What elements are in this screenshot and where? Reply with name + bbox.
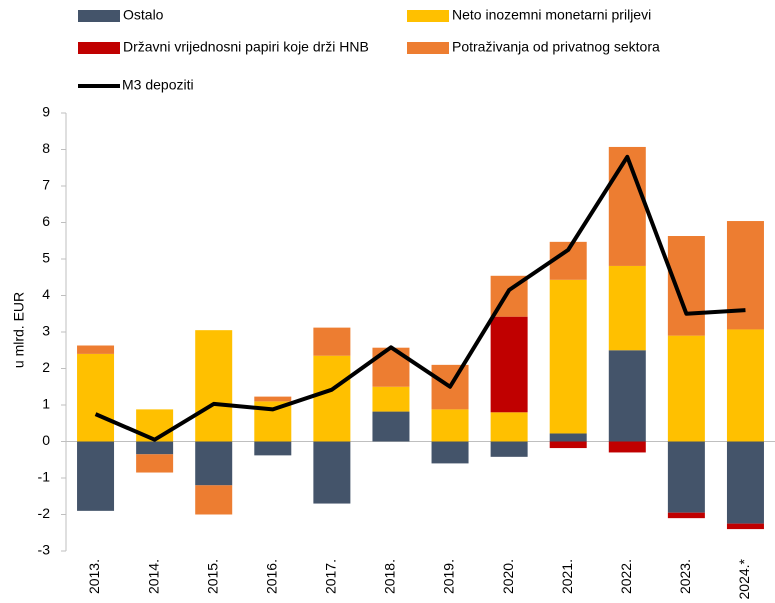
bar [77,441,115,511]
x-tick-label: 2019. [441,559,457,594]
legend-label: M3 depoziti [122,77,194,93]
bar [77,345,115,354]
bar [726,329,764,442]
legend-swatch [407,10,449,22]
y-tick-label: -2 [38,505,51,521]
bar [667,335,705,442]
bar [726,523,764,530]
bar [136,441,174,455]
bar [608,265,646,351]
legend-label: Ostalo [123,7,164,23]
y-tick-label: 3 [42,323,50,339]
y-tick-label: 2 [42,359,50,375]
y-tick-label: 1 [42,396,50,412]
bar [667,236,705,336]
y-tick-label: 0 [42,432,50,448]
y-tick-label: -3 [38,542,51,558]
legend-swatch [78,10,120,22]
bar [726,441,764,524]
bar [726,221,764,330]
x-tick-label: 2020. [500,559,516,594]
x-tick-label: 2024.* [736,558,752,599]
bar [667,441,705,513]
bar [372,411,410,442]
bar [77,353,115,442]
bar [313,327,351,356]
x-tick-label: 2018. [382,559,398,594]
legend-label: Neto inozemni monetarni priljevi [452,7,651,23]
x-tick-label: 2015. [204,559,220,594]
bar [431,409,469,442]
x-tick-label: 2013. [86,559,102,594]
y-tick-label: 5 [42,250,50,266]
bar [136,454,174,473]
bar [372,347,410,387]
x-tick-label: 2022. [618,559,634,594]
bar [608,350,646,442]
bar [549,433,587,442]
bar [490,412,528,442]
x-tick-label: 2023. [677,559,693,594]
bar [549,441,587,449]
x-tick-label: 2021. [559,559,575,594]
legend-swatch [78,42,120,54]
x-tick-label: 2014. [145,559,161,594]
bar [195,485,233,515]
bar [195,330,233,442]
bar [490,316,528,413]
bar [431,441,469,464]
y-tick-label: 9 [42,104,50,120]
bar [254,441,292,456]
bar [490,441,528,457]
bar [313,355,351,442]
bar [608,146,646,266]
legend-label: Državni vrijednosni papiri koje drži HNB [123,39,369,55]
line [94,154,746,442]
bar [608,441,646,453]
x-tick-label: 2016. [263,559,279,594]
bar [195,441,233,486]
bar [136,409,174,442]
y-tick-label: 7 [42,177,50,193]
y-axis-label: u mlrd. EUR [11,292,27,368]
y-tick-label: 8 [42,140,50,156]
bar [372,386,410,412]
y-tick-label: -1 [38,469,51,485]
bar [549,279,587,434]
y-tick-label: 6 [42,213,50,229]
y-tick-label: 4 [42,286,50,302]
bar [254,396,292,402]
bar [667,512,705,519]
x-tick-label: 2017. [323,559,339,594]
bar [313,441,351,504]
legend-label: Potraživanja od privatnog sektora [452,39,660,55]
legend-swatch [407,42,449,54]
